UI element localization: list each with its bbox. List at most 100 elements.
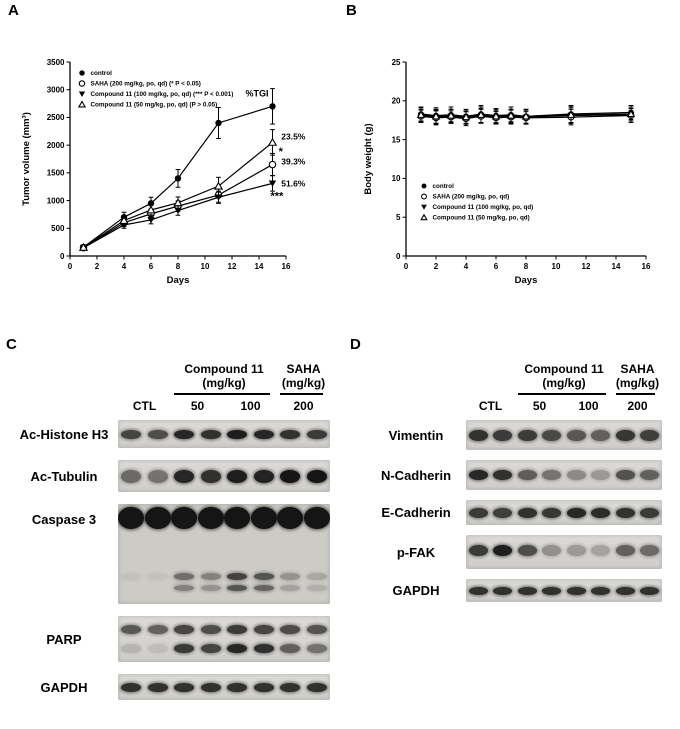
svg-text:Days: Days bbox=[167, 275, 190, 286]
panel-c-label: C bbox=[6, 336, 17, 353]
blot-band bbox=[147, 469, 168, 483]
blot-band bbox=[306, 585, 327, 591]
panel-b: B 0 2 4 6 8 10 12 14 16 Days 0 5 10 15 20 25 Body weight… bbox=[346, 2, 676, 310]
blot-band bbox=[174, 625, 195, 635]
blot-band bbox=[253, 585, 274, 591]
blot-band bbox=[493, 544, 513, 556]
svg-text:500: 500 bbox=[51, 224, 65, 233]
blot-image-n-cadherin bbox=[466, 460, 662, 490]
svg-text:2000: 2000 bbox=[47, 141, 65, 150]
svg-text:0: 0 bbox=[60, 252, 65, 261]
blot-band bbox=[174, 469, 195, 483]
y-axis: 0 500 1000 1500 2000 2500 3000 3500 Tumor volume… bbox=[21, 58, 71, 261]
blot-image-parp bbox=[118, 616, 330, 662]
blot-band bbox=[468, 429, 488, 441]
svg-text:10: 10 bbox=[392, 174, 401, 183]
blot-band bbox=[174, 643, 195, 653]
svg-text:0: 0 bbox=[404, 262, 409, 271]
svg-text:3000: 3000 bbox=[47, 86, 65, 95]
blot-band bbox=[468, 586, 488, 595]
svg-text:2: 2 bbox=[434, 262, 439, 271]
blot-band bbox=[468, 470, 488, 480]
svg-text:Days: Days bbox=[515, 275, 538, 286]
x-axis: 0 2 4 6 8 10 12 14 16 Days bbox=[68, 255, 291, 286]
group-unit-saha: (mg/kg) bbox=[281, 376, 326, 390]
blot-band bbox=[306, 625, 327, 635]
svg-text:25: 25 bbox=[392, 58, 401, 67]
blot-label-ac-tubulin: Ac-Tubulin bbox=[30, 468, 98, 484]
blot-band bbox=[200, 625, 221, 635]
svg-text:Compound 11 (100 mg/kg, po, qd: Compound 11 (100 mg/kg, po, qd) bbox=[433, 204, 534, 211]
blot-band bbox=[591, 507, 611, 518]
lane-label-ctl: CTL bbox=[478, 399, 503, 413]
panel-a-label: A bbox=[8, 2, 19, 19]
svg-text:***: *** bbox=[270, 190, 284, 202]
blot-band bbox=[615, 429, 635, 441]
group-underline-saha bbox=[280, 393, 323, 395]
blot-band bbox=[147, 682, 168, 692]
blot-band bbox=[118, 507, 145, 529]
panel-b-label: B bbox=[346, 2, 357, 19]
blot-band bbox=[253, 572, 274, 580]
blot-band bbox=[566, 586, 586, 595]
series-control bbox=[80, 88, 276, 251]
blot-label-caspase-3: Caspase 3 bbox=[31, 512, 97, 527]
blot-band bbox=[542, 470, 562, 480]
blot-row-ac-tubulin: Ac-Tubulin bbox=[10, 460, 344, 492]
panel-d-label: D bbox=[350, 336, 361, 353]
blot-band bbox=[174, 682, 195, 692]
blot-image-e-cadherin bbox=[466, 500, 662, 525]
svg-text:%TGI: %TGI bbox=[246, 88, 269, 98]
blot-band bbox=[615, 507, 635, 518]
svg-text:4: 4 bbox=[122, 262, 127, 271]
blot-band bbox=[253, 643, 274, 653]
blot-band bbox=[144, 507, 171, 529]
svg-text:4: 4 bbox=[464, 262, 469, 271]
group-name-saha: SAHA bbox=[620, 362, 655, 376]
group-underline-compound-11 bbox=[518, 393, 606, 395]
blot-band bbox=[306, 643, 327, 653]
y-axis: 0 5 10 15 20 25 Body weight (g) bbox=[363, 58, 407, 261]
svg-text:Compound 11 (50 mg/kg, po, qd): Compound 11 (50 mg/kg, po, qd) bbox=[433, 215, 530, 222]
lane-label-200: 200 bbox=[627, 399, 648, 413]
lane-label-100: 100 bbox=[240, 399, 261, 413]
svg-text:39.3%: 39.3% bbox=[281, 157, 306, 167]
blot-band bbox=[174, 429, 195, 439]
blot-band bbox=[147, 572, 168, 580]
x-axis: 0 2 4 6 8 10 12 14 16 Days bbox=[404, 255, 651, 286]
blot-label-n-cadherin: N-Cadherin bbox=[380, 467, 452, 483]
lane-label-200: 200 bbox=[293, 399, 314, 413]
svg-text:SAHA (200 mg/kg, po, qd): SAHA (200 mg/kg, po, qd) bbox=[433, 194, 510, 201]
blot-band bbox=[171, 507, 198, 529]
blot-band bbox=[227, 469, 248, 483]
svg-text:*: * bbox=[279, 146, 284, 158]
lane-header: Compound 11 (mg/kg) SAHA (mg/kg) CTL 50 100 200 bbox=[118, 362, 330, 420]
svg-text:1500: 1500 bbox=[47, 169, 65, 178]
svg-text:2: 2 bbox=[95, 262, 100, 271]
blot-label-parp: PARP bbox=[46, 631, 82, 647]
blot-band bbox=[147, 429, 168, 439]
blot-band bbox=[253, 682, 274, 692]
western-blot-panel-c: Compound 11 (mg/kg) SAHA (mg/kg) CTL 50 100 200… bbox=[10, 362, 344, 712]
blot-band bbox=[147, 625, 168, 635]
blot-row-p-fak: p-FAK bbox=[366, 535, 676, 569]
blot-band bbox=[197, 507, 224, 529]
blot-band bbox=[306, 572, 327, 580]
series-compound-11-50-mg-kg-po-qd-p-0-05 bbox=[78, 129, 278, 251]
blot-band bbox=[615, 586, 635, 595]
blot-band bbox=[542, 544, 562, 556]
blot-band bbox=[174, 572, 195, 580]
blot-band bbox=[174, 585, 195, 591]
blot-band bbox=[253, 429, 274, 439]
blot-band bbox=[542, 429, 562, 441]
legend: control SAHA (200 mg/kg, po, qd) Compound … bbox=[420, 183, 534, 222]
body-weight-chart: 0 2 4 6 8 10 12 14 16 Days 0 5 10 15 20 25 Body weight (… bbox=[363, 58, 651, 286]
svg-text:12: 12 bbox=[582, 262, 591, 271]
blot-band bbox=[200, 469, 221, 483]
svg-text:14: 14 bbox=[255, 262, 264, 271]
blot-band bbox=[200, 643, 221, 653]
svg-text:1000: 1000 bbox=[47, 196, 65, 205]
blot-band bbox=[200, 585, 221, 591]
blot-band bbox=[280, 682, 301, 692]
svg-text:Tumor volume (mm³): Tumor volume (mm³) bbox=[21, 112, 32, 206]
